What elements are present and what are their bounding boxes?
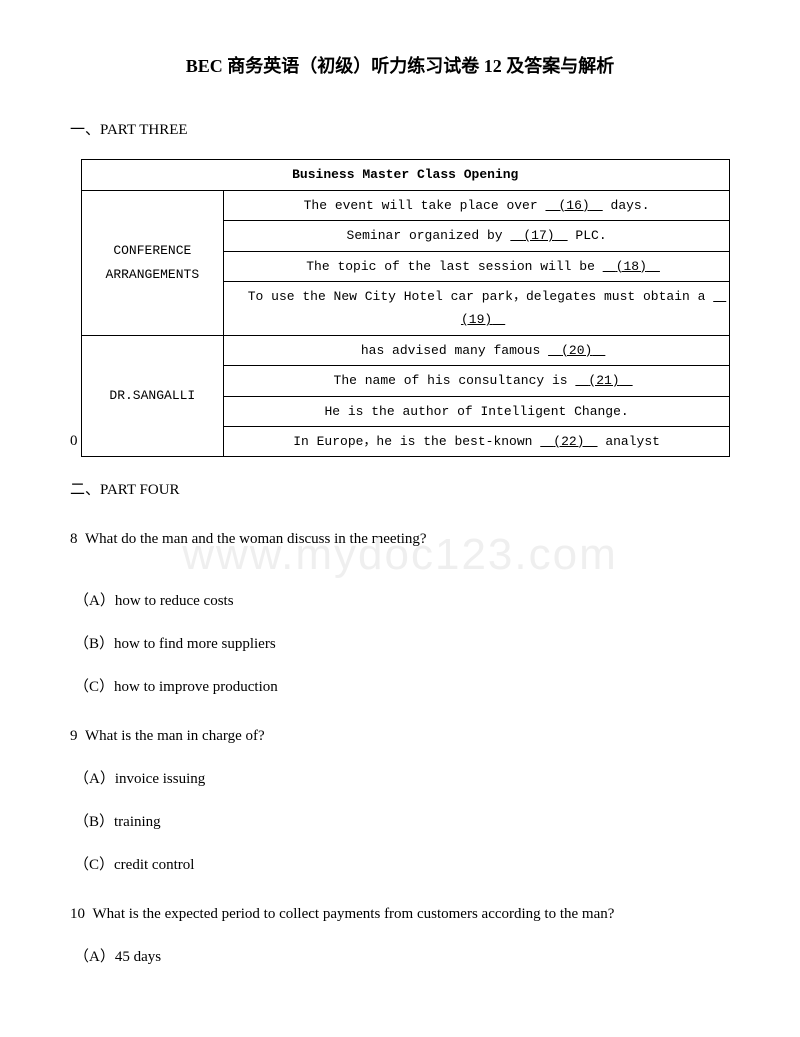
blank-16: (16) [545,198,602,213]
question-10: 10 What is the expected period to collec… [70,901,730,928]
question-text: What do the man and the woman discuss in… [85,531,427,547]
question-9: 9 What is the man in charge of? [70,723,730,750]
section-part-three: 一、PART THREE [70,117,730,144]
table-header: Business Master Class Opening [81,160,730,190]
table-wrapper: 0 Business Master Class Opening CONFEREN… [70,159,730,457]
question-text: What is the expected period to collect p… [93,906,615,922]
blank-21: (21) [575,373,632,388]
blank-20: (20) [548,343,605,358]
blank-18: (18) [603,259,660,274]
row-label-sangalli: DR.SANGALLI [81,335,224,457]
option-b: （B）how to find more suppliers [70,631,730,658]
table-cell: has advised many famous (20) [224,335,730,365]
question-8: 8 What do the man and the woman discuss … [70,526,730,553]
table-cell: The event will take place over (16) days… [224,190,730,220]
option-a: （A）invoice issuing [70,766,730,793]
table-cell: Seminar organized by (17) PLC. [224,221,730,251]
option-a: （A）how to reduce costs [70,588,730,615]
blank-17: (17) [510,228,567,243]
table-cell: The topic of the last session will be (1… [224,251,730,281]
table-cell: To use the New City Hotel car park，deleg… [224,281,730,335]
option-a: （A）45 days [70,944,730,971]
table-cell: The name of his consultancy is (21) [224,366,730,396]
option-b: （B）training [70,809,730,836]
blank-22: (22) [540,434,597,449]
option-c: （C）credit control [70,852,730,879]
row-label-conference: CONFERENCE ARRANGEMENTS [81,190,224,335]
section-part-four: 二、PART FOUR [70,477,730,504]
table-cell: In Europe，he is the best-known (22) anal… [224,426,730,456]
zero-prefix: 0 [70,428,78,455]
option-c: （C）how to improve production [70,674,730,701]
question-text: What is the man in charge of? [85,728,265,744]
conference-table: Business Master Class Opening CONFERENCE… [81,159,731,457]
table-cell: He is the author of Intelligent Change. [224,396,730,426]
page-title: BEC 商务英语（初级）听力练习试卷 12 及答案与解析 [70,50,730,82]
